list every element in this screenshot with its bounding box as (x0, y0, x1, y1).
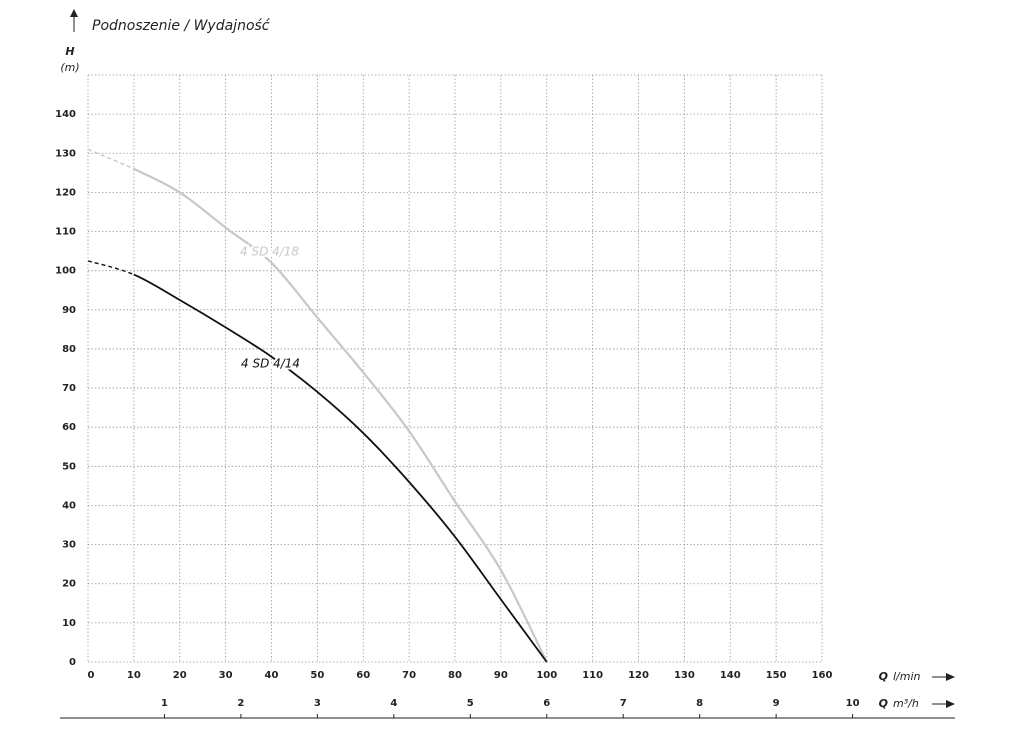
x2-tick-label: 5 (467, 698, 474, 709)
x2-unit: m³/h (893, 697, 919, 710)
x-tick-label: 160 (812, 670, 833, 681)
y-tick-label: 110 (55, 227, 76, 238)
y-tick-label: 130 (55, 148, 76, 159)
x2-tick-label: 7 (620, 698, 627, 709)
y-arrow-head (70, 9, 78, 17)
x-tick-label: 0 (88, 670, 95, 681)
x2-label: Q (879, 697, 888, 710)
curve-dashed (87, 148, 135, 170)
x-tick-label: 90 (494, 670, 508, 681)
y-tick-label: 20 (62, 579, 76, 590)
x2-tick-label: 6 (543, 698, 550, 709)
x2-tick-label: 2 (237, 698, 244, 709)
x-tick-label: 110 (582, 670, 603, 681)
y-tick-label: 140 (55, 109, 76, 120)
x2-arrow-head (946, 700, 955, 708)
y-label: H (65, 45, 74, 58)
x-tick-label: 80 (448, 670, 462, 681)
x-tick-label: 130 (674, 670, 695, 681)
y-tick-label: 50 (62, 461, 76, 472)
y-tick-label: 60 (62, 422, 76, 433)
x-tick-label: 70 (402, 670, 416, 681)
series-label: 4 SD 4/14 (241, 357, 300, 371)
x-tick-label: 150 (766, 670, 787, 681)
y-tick-label: 90 (62, 305, 76, 316)
y-unit: (m) (60, 61, 79, 74)
curve (133, 273, 548, 663)
y-tick-label: 100 (55, 266, 76, 277)
x2-tick-label: 9 (773, 698, 780, 709)
x2-tick-label: 8 (696, 698, 703, 709)
chart-title: Podnoszenie / Wydajność (92, 18, 271, 34)
x-unit: l/min (893, 670, 921, 683)
x-arrow-head (946, 673, 955, 681)
y-tick-label: 80 (62, 344, 76, 355)
x-tick-label: 50 (310, 670, 324, 681)
x-label: Q (879, 670, 888, 683)
x-tick-label: 20 (173, 670, 187, 681)
x-tick-label: 60 (356, 670, 370, 681)
curve-dashed (87, 260, 135, 276)
y-tick-label: 0 (69, 657, 76, 668)
x-tick-label: 120 (628, 670, 649, 681)
y-tick-label: 120 (55, 187, 76, 198)
x-tick-label: 30 (219, 670, 233, 681)
x-tick-label: 140 (720, 670, 741, 681)
x2-tick-label: 3 (314, 698, 321, 709)
curve (133, 167, 548, 663)
y-tick-label: 10 (62, 618, 76, 629)
x2-tick-label: 4 (390, 698, 397, 709)
x-tick-label: 40 (265, 670, 279, 681)
y-tick-label: 70 (62, 383, 76, 394)
x2-tick-label: 10 (846, 698, 860, 709)
x2-tick-label: 1 (161, 698, 168, 709)
series-label: 4 SD 4/18 (240, 245, 299, 259)
y-tick-label: 30 (62, 540, 76, 551)
x-tick-label: 100 (536, 670, 557, 681)
y-tick-label: 40 (62, 500, 76, 511)
x-tick-label: 10 (127, 670, 141, 681)
